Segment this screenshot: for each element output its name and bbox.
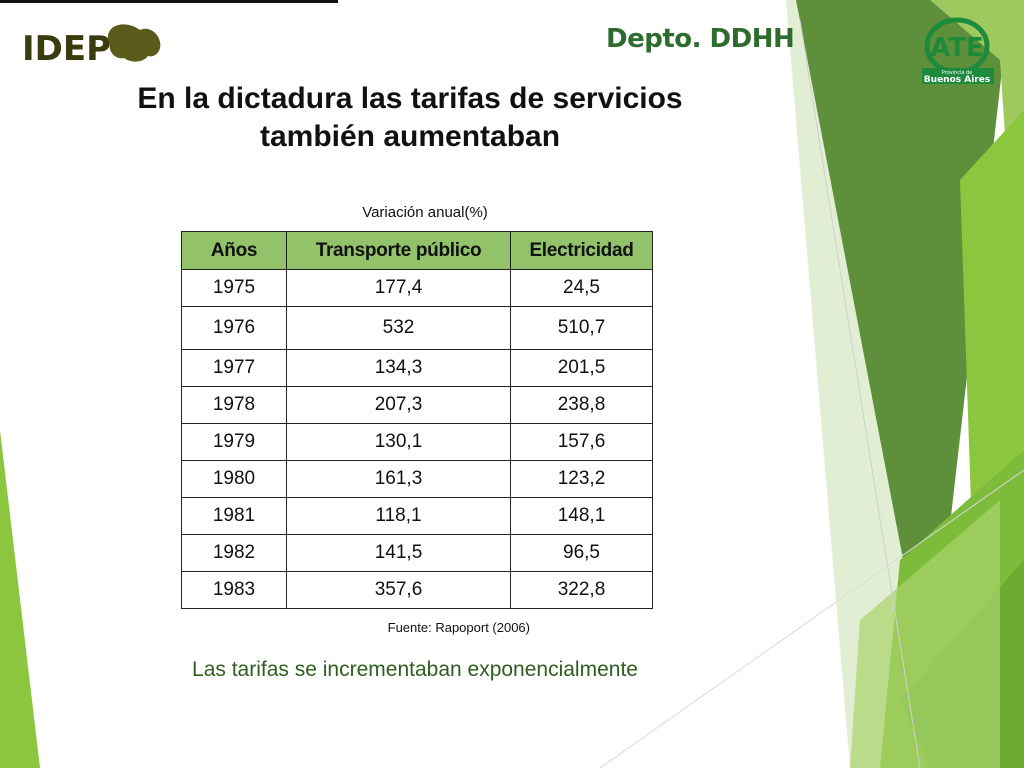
cell-year: 1979 [181, 423, 287, 461]
cell-transport: 130,1 [286, 423, 511, 461]
cell-year: 1977 [181, 349, 287, 387]
header-public-transport: Transporte público [286, 231, 511, 270]
cell-electricity: 201,5 [510, 349, 653, 387]
cell-transport: 118,1 [286, 497, 511, 535]
header-electricity: Electricidad [510, 231, 653, 270]
cell-transport: 141,5 [286, 534, 511, 572]
cell-year: 1983 [181, 571, 287, 609]
table-caption: Variación anual(%) [362, 204, 488, 221]
cell-year: 1980 [181, 460, 287, 498]
slide-title: En la dictadura las tarifas de servicios… [60, 80, 760, 156]
source-note: Fuente: Rapoport (2006) [387, 620, 530, 635]
ate-logo: ATE Provincia de Buenos Aires [916, 16, 998, 86]
cell-electricity: 123,2 [510, 460, 653, 498]
cell-transport: 532 [286, 306, 511, 350]
cell-transport: 161,3 [286, 460, 511, 498]
cell-electricity: 24,5 [510, 269, 653, 307]
slide-title-line-2: también aumentaban [259, 120, 561, 153]
table-row: 1976 532 510,7 [181, 306, 653, 350]
cell-electricity: 238,8 [510, 386, 653, 424]
svg-text:ATE: ATE [930, 33, 984, 63]
table-row: 1983 357,6 322,8 [181, 571, 653, 609]
cell-transport: 134,3 [286, 349, 511, 387]
table-row: 1977 134,3 201,5 [181, 349, 653, 387]
cell-year: 1981 [181, 497, 287, 535]
table-row: 1979 130,1 157,6 [181, 423, 653, 461]
cell-electricity: 510,7 [510, 306, 653, 350]
table-row: 1975 177,4 24,5 [181, 269, 653, 307]
cell-year: 1975 [181, 269, 287, 307]
table-row: 1978 207,3 238,8 [181, 386, 653, 424]
slide-title-line-1: En la dictadura las tarifas de servicios [137, 82, 683, 115]
table-row: 1980 161,3 123,2 [181, 460, 653, 498]
svg-text:IDEP: IDEP [22, 29, 111, 69]
cell-year: 1976 [181, 306, 287, 350]
conclusion-text: Las tarifas se incrementaban exponencial… [192, 658, 638, 681]
cell-year: 1982 [181, 534, 287, 572]
tariff-table: Años Transporte público Electricidad 197… [181, 231, 653, 609]
cell-electricity: 148,1 [510, 497, 653, 535]
department-label: Depto. DDHH [606, 24, 795, 54]
cell-electricity: 157,6 [510, 423, 653, 461]
svg-text:Buenos Aires: Buenos Aires [924, 75, 990, 85]
header-years: Años [181, 231, 287, 270]
cell-transport: 177,4 [286, 269, 511, 307]
table-header-row: Años Transporte público Electricidad [181, 231, 653, 270]
table-row: 1982 141,5 96,5 [181, 534, 653, 572]
top-rule [0, 0, 338, 3]
cell-year: 1978 [181, 386, 287, 424]
cell-electricity: 322,8 [510, 571, 653, 609]
cell-transport: 207,3 [286, 386, 511, 424]
cell-electricity: 96,5 [510, 534, 653, 572]
svg-text:Provincia de: Provincia de [942, 70, 973, 76]
idep-logo: IDEP [20, 16, 162, 74]
cell-transport: 357,6 [286, 571, 511, 609]
table-row: 1981 118,1 148,1 [181, 497, 653, 535]
